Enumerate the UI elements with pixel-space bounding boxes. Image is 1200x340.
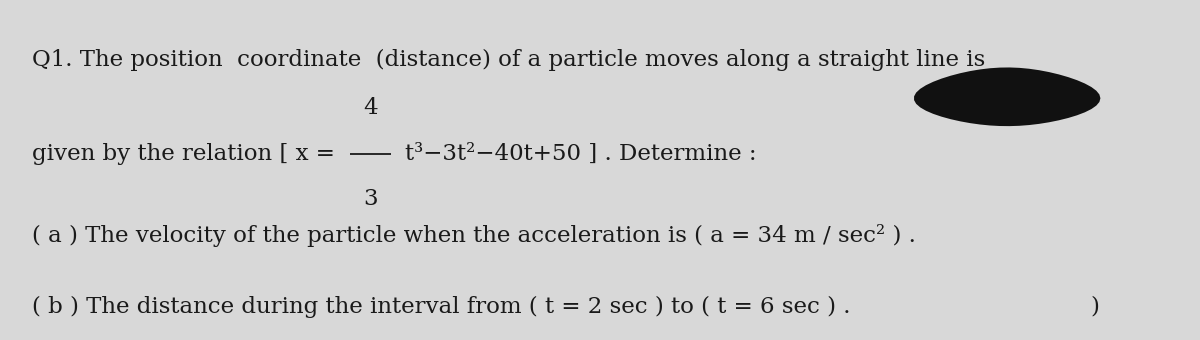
Text: ( a ) The velocity of the particle when the acceleration is ( a = 34 m / sec² ) : ( a ) The velocity of the particle when …: [32, 224, 916, 247]
Polygon shape: [914, 67, 1100, 126]
Text: given by the relation [ x =: given by the relation [ x =: [32, 143, 335, 165]
Text: ): ): [1090, 296, 1099, 318]
Text: ( b ) The distance during the interval from ( t = 2 sec ) to ( t = 6 sec ) .: ( b ) The distance during the interval f…: [32, 296, 851, 318]
Text: t³−3t²−40t+50 ] . Determine :: t³−3t²−40t+50 ] . Determine :: [404, 143, 756, 165]
Text: 4: 4: [362, 97, 378, 119]
Text: 3: 3: [362, 188, 378, 210]
Text: Q1. The position  coordinate  (distance) of a particle moves along a straight li: Q1. The position coordinate (distance) o…: [32, 49, 985, 71]
